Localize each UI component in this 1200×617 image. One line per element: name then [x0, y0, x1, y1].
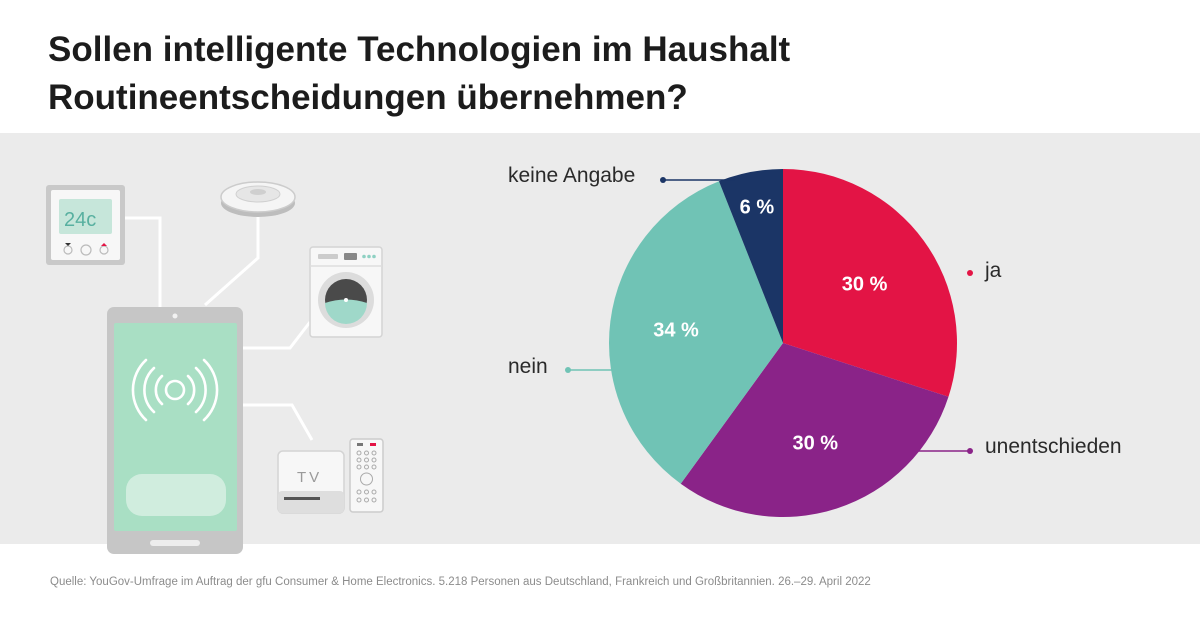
pie-slice-unentschieden: [680, 343, 949, 517]
slice-value-label: 6 %: [740, 196, 775, 218]
slice-category-label: unentschieden: [985, 435, 1122, 458]
thermostat-display: 24c: [64, 209, 96, 231]
washing-machine-icon: [309, 246, 383, 338]
chart-title: Sollen intelligente Technologien im Haus…: [48, 26, 790, 122]
tv-label: TV: [297, 469, 322, 486]
thermostat-icon: 24c: [46, 185, 125, 265]
pie-slice-nein: [609, 181, 783, 484]
chart-title-line-1: Sollen intelligente Technologien im Haus…: [48, 30, 791, 69]
pie-chart: 30 % 30 % 34 % 6 %: [609, 169, 957, 517]
slice-category-label: keine Angabe: [508, 164, 635, 187]
leader-dot: [660, 177, 666, 183]
robot-vacuum-icon: [220, 181, 296, 217]
slice-category-label: ja: [984, 259, 1002, 282]
slice-category-label: nein: [508, 355, 548, 378]
remote-control-icon: [349, 438, 384, 513]
leader-dot: [967, 270, 973, 276]
pie-slice-ja: [783, 169, 957, 397]
leader-dot: [565, 367, 571, 373]
slice-value-label: 30 %: [842, 274, 888, 296]
leader-lines: ja unentschieden nein keine Angabe: [508, 164, 1122, 458]
leader-dot: [967, 448, 973, 454]
device-connectors: [125, 210, 314, 441]
source-note: Quelle: YouGov-Umfrage im Auftrag der gf…: [50, 576, 871, 588]
slice-value-label: 34 %: [653, 320, 699, 342]
smartphone-icon: [107, 307, 243, 554]
wireless-signal-icon: [131, 358, 219, 422]
slice-value-label: 30 %: [793, 432, 839, 454]
tv-box-icon: TV: [277, 450, 345, 514]
pie-slice-keine-angabe: [718, 169, 783, 343]
chart-title-line-2: Routineentscheidungen übernehmen?: [48, 78, 688, 117]
